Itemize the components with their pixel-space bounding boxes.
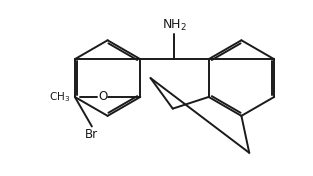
Text: O: O <box>98 90 107 103</box>
Text: Br: Br <box>85 128 98 141</box>
Text: NH$_2$: NH$_2$ <box>162 18 187 33</box>
Text: CH$_3$: CH$_3$ <box>49 90 70 104</box>
